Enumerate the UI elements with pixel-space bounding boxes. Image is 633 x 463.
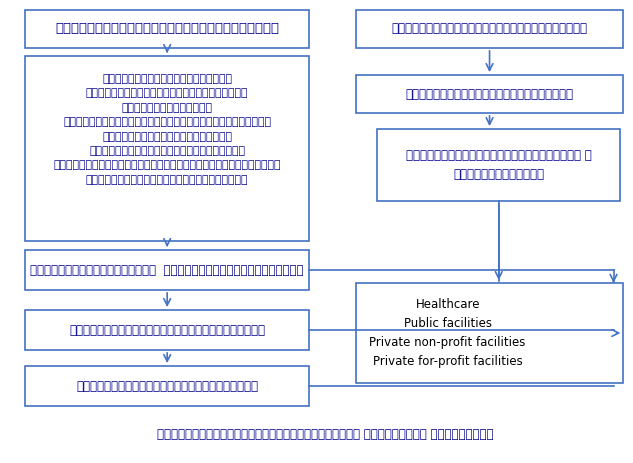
FancyBboxPatch shape [356, 283, 624, 383]
FancyBboxPatch shape [377, 129, 620, 201]
Text: မြန်မာကျန်းမာရေးတောင်ရောက်မှု ဖွဲ့ဦးပံု ပုံစံယားး: မြန်မာကျန်းမာရေးတောင်ရောက်မှု ဖွဲ့ဦးပံု … [157, 428, 494, 442]
Text: ဒေသဆိုင်ရာကျန်းမာရေးဦးစီးဌာန: ဒေသဆိုင်ရာကျန်းမာရေးဦးစီးဌာန [69, 324, 265, 337]
Text: ရပ်ရွာနှင့်ဘာသာရေးအဖွဲ့ပြ အ
ဖွဲ့အစည်းများ: ရပ်ရွာနှင့်ဘာသာရေးအဖွဲ့ပြ အ ဖွဲ့အစည်းမျာ… [406, 149, 592, 181]
FancyBboxPatch shape [25, 250, 309, 290]
Text: ပြည်ထောင်စုမြန်မာနိုင်ငံတော်: ပြည်ထောင်စုမြန်မာနိုင်ငံတော် [55, 23, 279, 36]
FancyBboxPatch shape [25, 310, 309, 350]
FancyBboxPatch shape [25, 10, 309, 48]
Text: နိုင်ငံတကကသဖွဲ့အစည်းများ: နိုင်ငံတကကသဖွဲ့အစည်းများ [406, 88, 573, 100]
FancyBboxPatch shape [25, 56, 309, 241]
Text: ပြည်နယ်နှင့်တိုင်း  ကျန်းမာရေးဝန်ကြီးဌာန: ပြည်နယ်နှင့်တိုင်း ကျန်းမာရေးဝန်ကြီးဌာန [30, 263, 304, 276]
FancyBboxPatch shape [25, 366, 309, 406]
Text: အစိုးရမဟုတ်သောအဖွဲ့အစည်းများ: အစိုးရမဟုတ်သောအဖွဲ့အစည်းများ [392, 23, 587, 36]
Text: မြို့နယ်ကျန်းမာရေးဦးစီးဌာန: မြို့နယ်ကျန်းမာရေးဦးစီးဌာန [76, 380, 258, 393]
FancyBboxPatch shape [356, 10, 624, 48]
FancyBboxPatch shape [356, 75, 624, 113]
Text: Healthcare
Public facilities
Private non-profit facilities
Private for-profit fa: Healthcare Public facilities Private non… [370, 298, 526, 368]
Text: ကျန်းမာရေးဝန်ကြီးဌာန
ပြည်သူ့ကျန်းမာရေးဦးစီးဌာန
ကုသရေးဦးစီးဌာန
လူမှုဖူလုံရေးအစည်း: ကျန်းမာရေးဝန်ကြီးဌာန ပြည်သူ့ကျန်းမာရေးဦး… [53, 74, 281, 185]
